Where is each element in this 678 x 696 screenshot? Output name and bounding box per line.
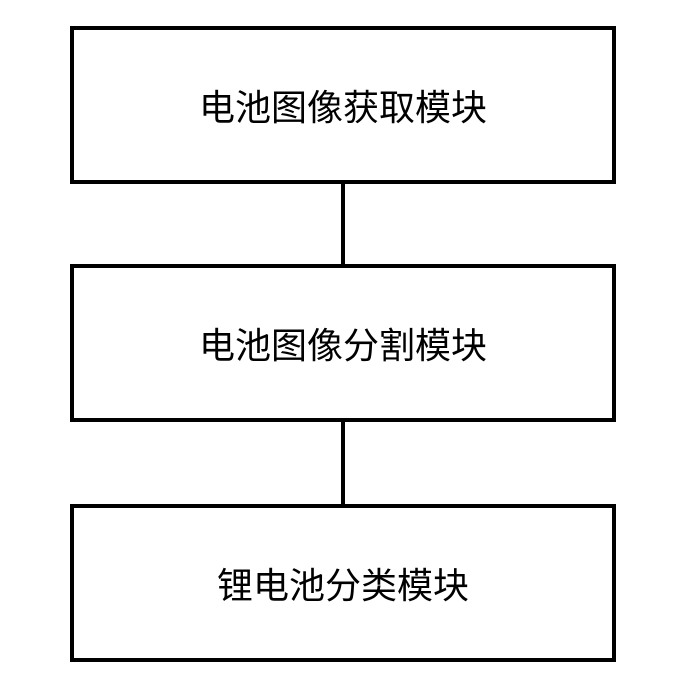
node-label: 电池图像分割模块 bbox=[199, 317, 487, 369]
diagram-canvas: 电池图像获取模块 电池图像分割模块 锂电池分类模块 bbox=[0, 0, 678, 696]
node-label: 电池图像获取模块 bbox=[199, 79, 487, 131]
flowchart-node: 电池图像分割模块 bbox=[70, 264, 616, 422]
flowchart-edge bbox=[341, 422, 345, 504]
flowchart-node: 电池图像获取模块 bbox=[70, 26, 616, 184]
flowchart-node: 锂电池分类模块 bbox=[70, 504, 616, 662]
flowchart-edge bbox=[341, 184, 345, 264]
node-label: 锂电池分类模块 bbox=[217, 557, 469, 609]
